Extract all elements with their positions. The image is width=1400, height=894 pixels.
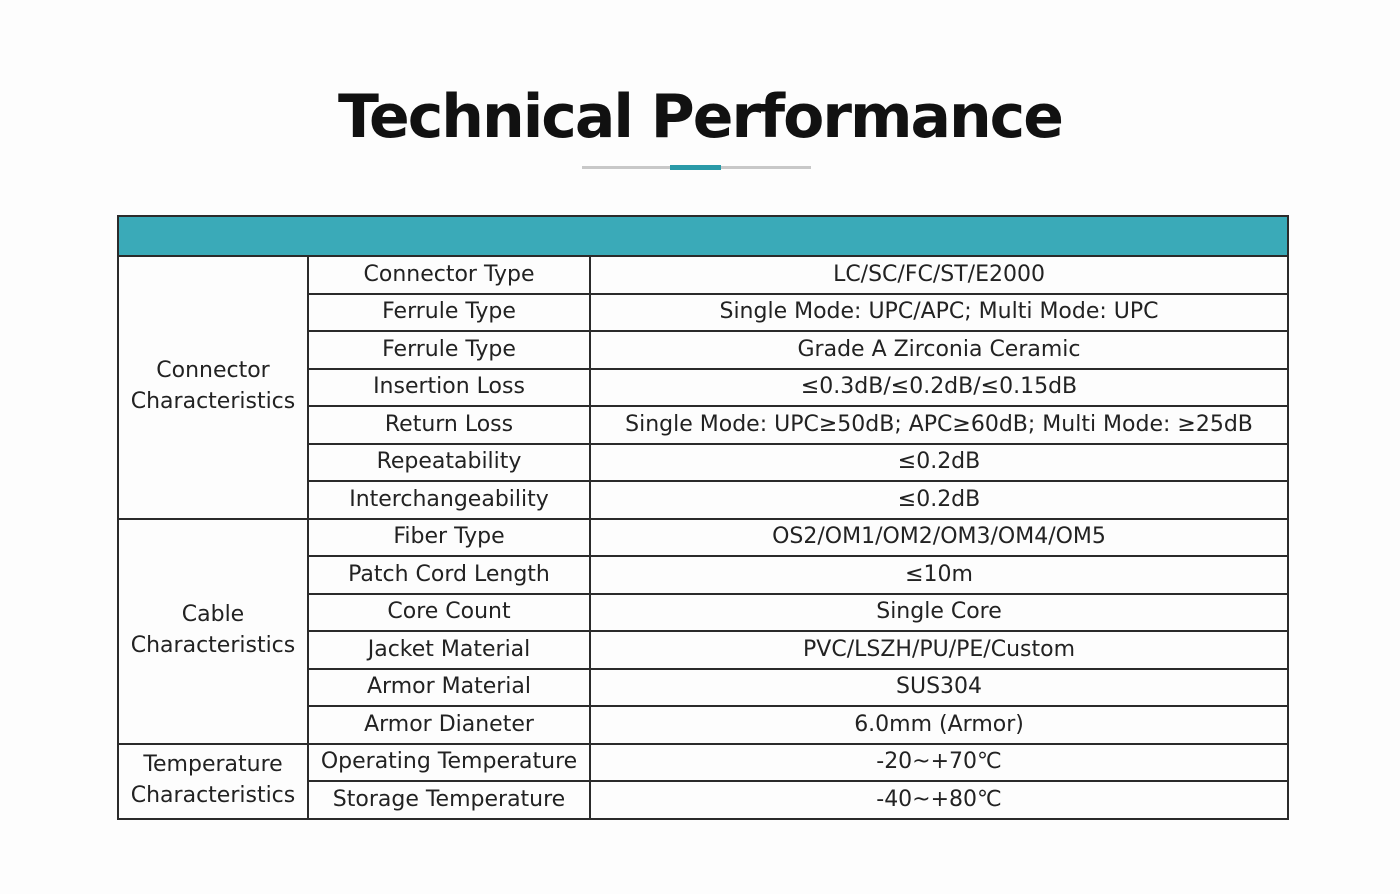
table-row: Storage Temperature -40~+80℃ [118, 780, 1290, 820]
group-label: Cable Characteristics [117, 517, 309, 745]
page-title: Technical Performance [338, 82, 1064, 152]
table-row: Temperature Characteristics Operating Tem… [117, 742, 1290, 820]
param-cell: Armor Material [307, 667, 591, 707]
table-row: Connector Characteristics Connector Type L… [117, 255, 1290, 520]
param-cell: Connector Type [307, 255, 591, 295]
table-row: Armor Material SUS304 [118, 667, 1290, 707]
table-row: Jacket Material PVC/LSZH/PU/PE/Custom [118, 630, 1290, 670]
value-cell: -40~+80℃ [588, 780, 1290, 820]
table-row: Armor Dianeter 6.0mm (Armor) [118, 705, 1290, 745]
value-cell: Single Core [588, 592, 1290, 632]
param-cell: Ferrule Type [307, 330, 591, 370]
param-cell: Return Loss [307, 405, 591, 445]
group-label: Connector Characteristics [117, 255, 309, 520]
table-row: Ferrule Type Grade A Zirconia Ceramic [118, 330, 1290, 370]
value-cell: LC/SC/FC/ST/E2000 [588, 255, 1290, 295]
table-row: Ferrule Type Single Mode: UPC/APC; Multi … [118, 292, 1290, 332]
param-cell: Jacket Material [307, 630, 591, 670]
title-divider [582, 165, 811, 170]
param-cell: Core Count [307, 592, 591, 632]
table-header-bar [116, 215, 1290, 257]
param-cell: Repeatability [307, 442, 591, 482]
param-cell: Insertion Loss [307, 367, 591, 407]
value-cell: -20~+70℃ [588, 742, 1290, 782]
value-cell: SUS304 [588, 667, 1290, 707]
value-cell: 6.0mm (Armor) [588, 705, 1290, 745]
param-cell: Ferrule Type [307, 292, 591, 332]
param-cell: Operating Temperature [307, 742, 591, 782]
value-cell: ≤0.3dB/≤0.2dB/≤0.15dB [588, 367, 1290, 407]
param-cell: Storage Temperature [307, 780, 591, 820]
table-row: Interchangeability ≤0.2dB [118, 480, 1290, 520]
param-cell: Armor Dianeter [307, 705, 591, 745]
value-cell: OS2/OM1/OM2/OM3/OM4/OM5 [588, 517, 1290, 557]
table-row: Patch Cord Length ≤10m [118, 555, 1290, 595]
param-cell: Interchangeability [307, 480, 591, 520]
spec-table: Connector Characteristics Connector Type L… [116, 215, 1290, 820]
value-cell: Single Mode: UPC≥50dB; APC≥60dB; Multi M… [588, 405, 1290, 445]
value-cell: PVC/LSZH/PU/PE/Custom [588, 630, 1290, 670]
value-cell: Single Mode: UPC/APC; Multi Mode: UPC [588, 292, 1290, 332]
table-row: Return Loss Single Mode: UPC≥50dB; APC≥60… [118, 405, 1290, 445]
table-row: Insertion Loss ≤0.3dB/≤0.2dB/≤0.15dB [118, 367, 1290, 407]
table-row: Core Count Single Core [118, 592, 1290, 632]
value-cell: ≤0.2dB [588, 480, 1290, 520]
param-cell: Fiber Type [307, 517, 591, 557]
value-cell: Grade A Zirconia Ceramic [588, 330, 1290, 370]
group-label: Temperature Characteristics [117, 742, 309, 820]
param-cell: Patch Cord Length [307, 555, 591, 595]
value-cell: ≤10m [588, 555, 1290, 595]
table-header-row [116, 215, 1290, 257]
table-row: Cable Characteristics Fiber Type OS2/OM1/O… [117, 517, 1290, 745]
value-cell: ≤0.2dB [588, 442, 1290, 482]
table-row: Repeatability ≤0.2dB [118, 442, 1290, 482]
